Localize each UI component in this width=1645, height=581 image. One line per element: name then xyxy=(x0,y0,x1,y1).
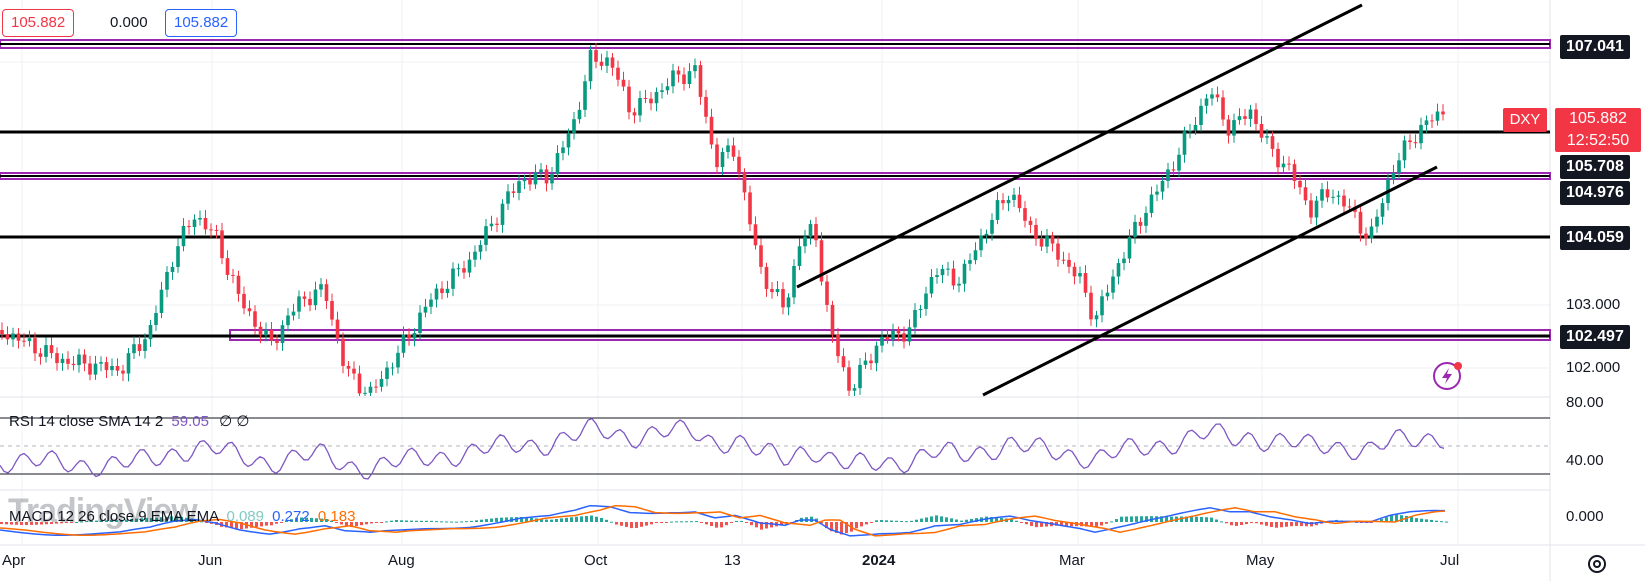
bar-countdown: 12:52:50 xyxy=(1566,132,1630,149)
time-label-2024: 2024 xyxy=(862,552,896,569)
time-label-13: 13 xyxy=(724,552,741,569)
time-label-jul: Jul xyxy=(1440,552,1460,569)
macd-scale-0: 0.000 xyxy=(1566,508,1604,525)
lightning-icon[interactable] xyxy=(1433,362,1462,390)
macd-line xyxy=(0,504,1445,537)
zones[interactable] xyxy=(0,39,1551,341)
legend-change: 0.000 xyxy=(110,14,148,31)
price-label-102: 102.000 xyxy=(1566,359,1621,376)
rsi-scale-80: 80.00 xyxy=(1566,394,1604,411)
signal-value: 0.183 xyxy=(317,508,356,525)
current-price: 105.882 xyxy=(1569,110,1627,127)
legend-close[interactable]: 105.882 xyxy=(165,9,238,37)
macd-legend[interactable]: MACD 12 26 close 9 EMA EMA 0.089 0.272 0… xyxy=(9,508,355,525)
price-label-105-708: 105.708 xyxy=(1560,155,1630,179)
current-price-label: 105.882 12:52:50 xyxy=(1555,108,1641,152)
macd-hist-value: 0.089 xyxy=(226,508,264,525)
signal-line xyxy=(0,504,1446,537)
rsi-legend[interactable]: RSI 14 close SMA 14 2 59.05 ∅ ∅ xyxy=(9,412,249,430)
price-label-107-041: 107.041 xyxy=(1560,35,1630,59)
time-label-mar: Mar xyxy=(1059,552,1085,569)
time-label-jun: Jun xyxy=(198,552,223,569)
rsi-label: RSI 14 close SMA 14 2 xyxy=(9,413,164,430)
time-label-oct: Oct xyxy=(584,552,608,569)
macd-value: 0.272 xyxy=(272,508,310,525)
price-label-103: 103.000 xyxy=(1566,296,1621,313)
price-label-104-976: 104.976 xyxy=(1560,181,1630,205)
time-label-apr: Apr xyxy=(2,552,26,569)
rsi-line xyxy=(0,417,1445,480)
rsi-scale-40: 40.00 xyxy=(1566,452,1604,469)
time-label-aug: Aug xyxy=(388,552,415,569)
legend-open[interactable]: 105.882 xyxy=(2,9,75,37)
price-label-102-497: 102.497 xyxy=(1560,325,1630,349)
trend-channel[interactable] xyxy=(796,3,1438,397)
macd-label: MACD 12 26 close 9 EMA EMA xyxy=(9,508,219,525)
time-label-may: May xyxy=(1246,552,1275,569)
rsi-value: 59.05 xyxy=(171,413,209,430)
candlestick-series xyxy=(0,42,1445,396)
rsi-extra: ∅ ∅ xyxy=(219,413,250,430)
symbol-badge[interactable]: DXY xyxy=(1503,108,1547,132)
tradingview-watermark: TradingView xyxy=(8,492,198,530)
gear-icon[interactable] xyxy=(1588,555,1606,573)
price-label-104-059: 104.059 xyxy=(1560,226,1630,250)
